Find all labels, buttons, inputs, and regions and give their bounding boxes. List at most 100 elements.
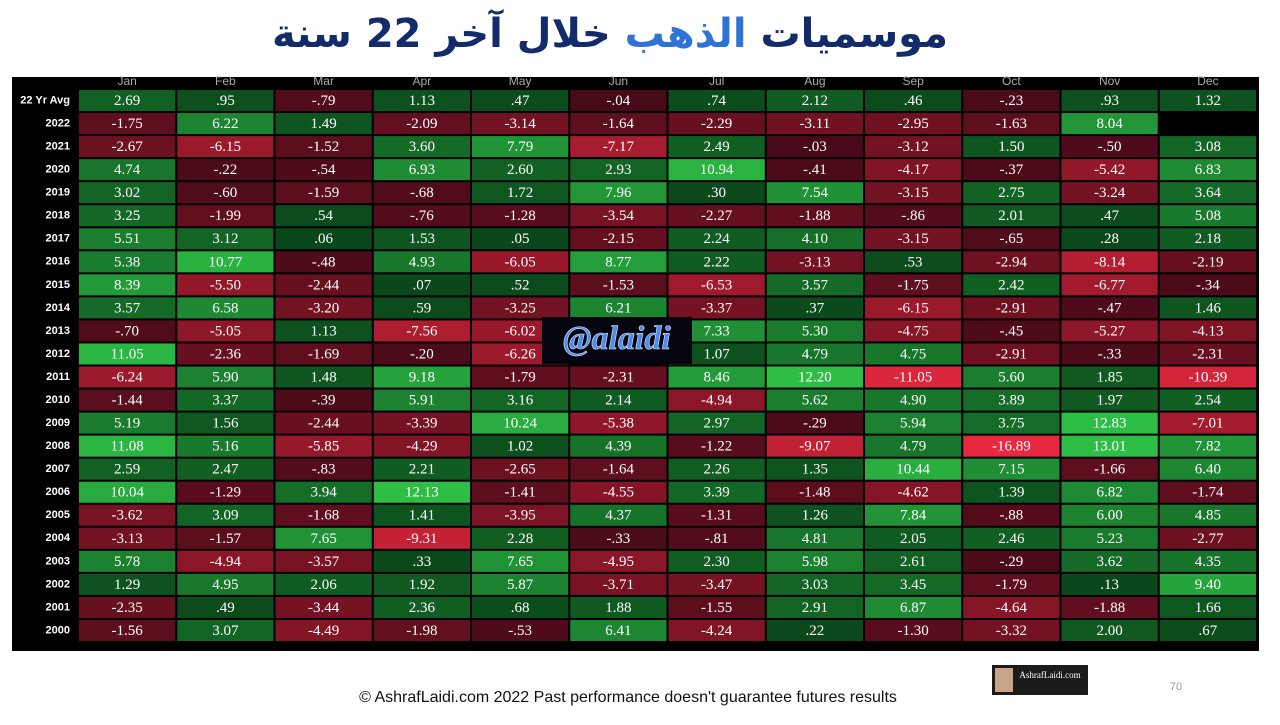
heat-cell bbox=[963, 481, 1060, 503]
heat-cell bbox=[668, 90, 765, 112]
heat-cell bbox=[177, 366, 274, 388]
heat-cell bbox=[1159, 481, 1256, 503]
cell-label: -1.75 bbox=[112, 116, 143, 132]
cell-label: .05 bbox=[511, 231, 530, 247]
cell-label: 4.35 bbox=[1195, 554, 1221, 570]
heat-cell bbox=[963, 504, 1060, 526]
heat-cell bbox=[79, 159, 176, 181]
heat-cell bbox=[1159, 435, 1256, 457]
heat-cell bbox=[472, 389, 569, 411]
heat-cell bbox=[373, 297, 470, 319]
heat-cell bbox=[373, 90, 470, 112]
cell-label: 2.22 bbox=[704, 254, 730, 270]
cell-label: 4.10 bbox=[802, 231, 828, 247]
heat-cell bbox=[472, 113, 569, 135]
heat-cell bbox=[373, 228, 470, 250]
cell-label: 3.12 bbox=[212, 231, 238, 247]
row-label: 2008 bbox=[46, 440, 70, 452]
cell-label: .13 bbox=[1100, 577, 1119, 593]
cell-label: -5.42 bbox=[1094, 162, 1125, 178]
heat-cell bbox=[177, 573, 274, 595]
cell-label: -1.98 bbox=[406, 623, 437, 639]
cell-label: -4.17 bbox=[898, 162, 930, 178]
row-label: 2020 bbox=[46, 164, 70, 176]
heat-cell bbox=[1061, 573, 1158, 595]
cell-label: 4.37 bbox=[605, 508, 632, 524]
heat-cell bbox=[1061, 481, 1158, 503]
heat-cell bbox=[963, 159, 1060, 181]
cell-label: -.33 bbox=[607, 531, 631, 547]
cell-label: 4.85 bbox=[1195, 508, 1221, 524]
heat-cell bbox=[963, 458, 1060, 480]
row-label: 2021 bbox=[46, 141, 70, 153]
cell-label: -6.15 bbox=[210, 139, 241, 155]
cell-label: .49 bbox=[216, 600, 235, 616]
heat-cell bbox=[373, 136, 470, 158]
cell-label: -5.85 bbox=[308, 439, 339, 455]
cell-label: -1.74 bbox=[1192, 485, 1224, 501]
heat-cell bbox=[79, 251, 176, 273]
cell-label: -1.79 bbox=[505, 369, 536, 385]
heat-cell bbox=[865, 527, 962, 549]
cell-label: 2.91 bbox=[802, 600, 828, 616]
heat-cell bbox=[865, 481, 962, 503]
heat-cell bbox=[373, 596, 470, 618]
row-label: 2002 bbox=[46, 578, 70, 590]
heat-cell bbox=[373, 504, 470, 526]
heat-cell bbox=[963, 596, 1060, 618]
column-header: Sep bbox=[902, 74, 924, 88]
heat-cell bbox=[472, 619, 569, 641]
heat-cell bbox=[275, 619, 372, 641]
cell-label: -4.55 bbox=[603, 485, 634, 501]
cell-label: 7.65 bbox=[311, 531, 337, 547]
heat-cell bbox=[963, 228, 1060, 250]
heat-cell bbox=[865, 251, 962, 273]
cell-label: 1.50 bbox=[998, 139, 1024, 155]
heat-cell bbox=[373, 205, 470, 227]
heat-cell bbox=[766, 527, 863, 549]
cell-label: 7.33 bbox=[704, 323, 730, 339]
heat-cell bbox=[79, 412, 176, 434]
cell-label: -.34 bbox=[1196, 277, 1220, 293]
heat-cell bbox=[373, 320, 470, 342]
heat-cell bbox=[79, 550, 176, 572]
row-label: 2015 bbox=[46, 279, 70, 291]
cell-label: -5.38 bbox=[603, 416, 634, 432]
cell-label: -1.30 bbox=[898, 623, 929, 639]
cell-label: 1.29 bbox=[114, 577, 140, 593]
cell-label: -.79 bbox=[312, 93, 336, 109]
cell-label: -10.39 bbox=[1189, 369, 1228, 385]
cell-label: 9.40 bbox=[1195, 577, 1221, 593]
cell-label: -1.28 bbox=[505, 208, 536, 224]
heat-cell bbox=[177, 136, 274, 158]
cell-label: -3.71 bbox=[603, 577, 634, 593]
heat-cell bbox=[472, 251, 569, 273]
heat-cell bbox=[865, 573, 962, 595]
heat-cell bbox=[79, 343, 176, 365]
heat-cell bbox=[1061, 182, 1158, 204]
cell-label: -4.49 bbox=[308, 623, 339, 639]
cell-label: -4.13 bbox=[1192, 323, 1223, 339]
heat-cell bbox=[1159, 389, 1256, 411]
row-label: 2019 bbox=[46, 187, 70, 199]
heat-cell bbox=[963, 251, 1060, 273]
heat-cell bbox=[668, 136, 765, 158]
heat-cell bbox=[1159, 320, 1256, 342]
heat-cell bbox=[963, 619, 1060, 641]
cell-label: -3.13 bbox=[799, 254, 830, 270]
heat-cell bbox=[668, 389, 765, 411]
cell-label: .95 bbox=[216, 93, 235, 109]
cell-label: 3.89 bbox=[998, 393, 1024, 409]
heat-cell bbox=[570, 389, 667, 411]
cell-label: -.86 bbox=[901, 208, 925, 224]
heat-cell bbox=[766, 343, 863, 365]
cell-label: 5.94 bbox=[900, 416, 927, 432]
cell-label: -.04 bbox=[607, 93, 631, 109]
heat-cell bbox=[275, 435, 372, 457]
cell-label: -3.15 bbox=[898, 231, 929, 247]
heat-cell bbox=[1061, 205, 1158, 227]
heat-cell bbox=[472, 136, 569, 158]
watermark: @alaidi bbox=[542, 317, 692, 364]
cell-label: 2.93 bbox=[605, 162, 631, 178]
